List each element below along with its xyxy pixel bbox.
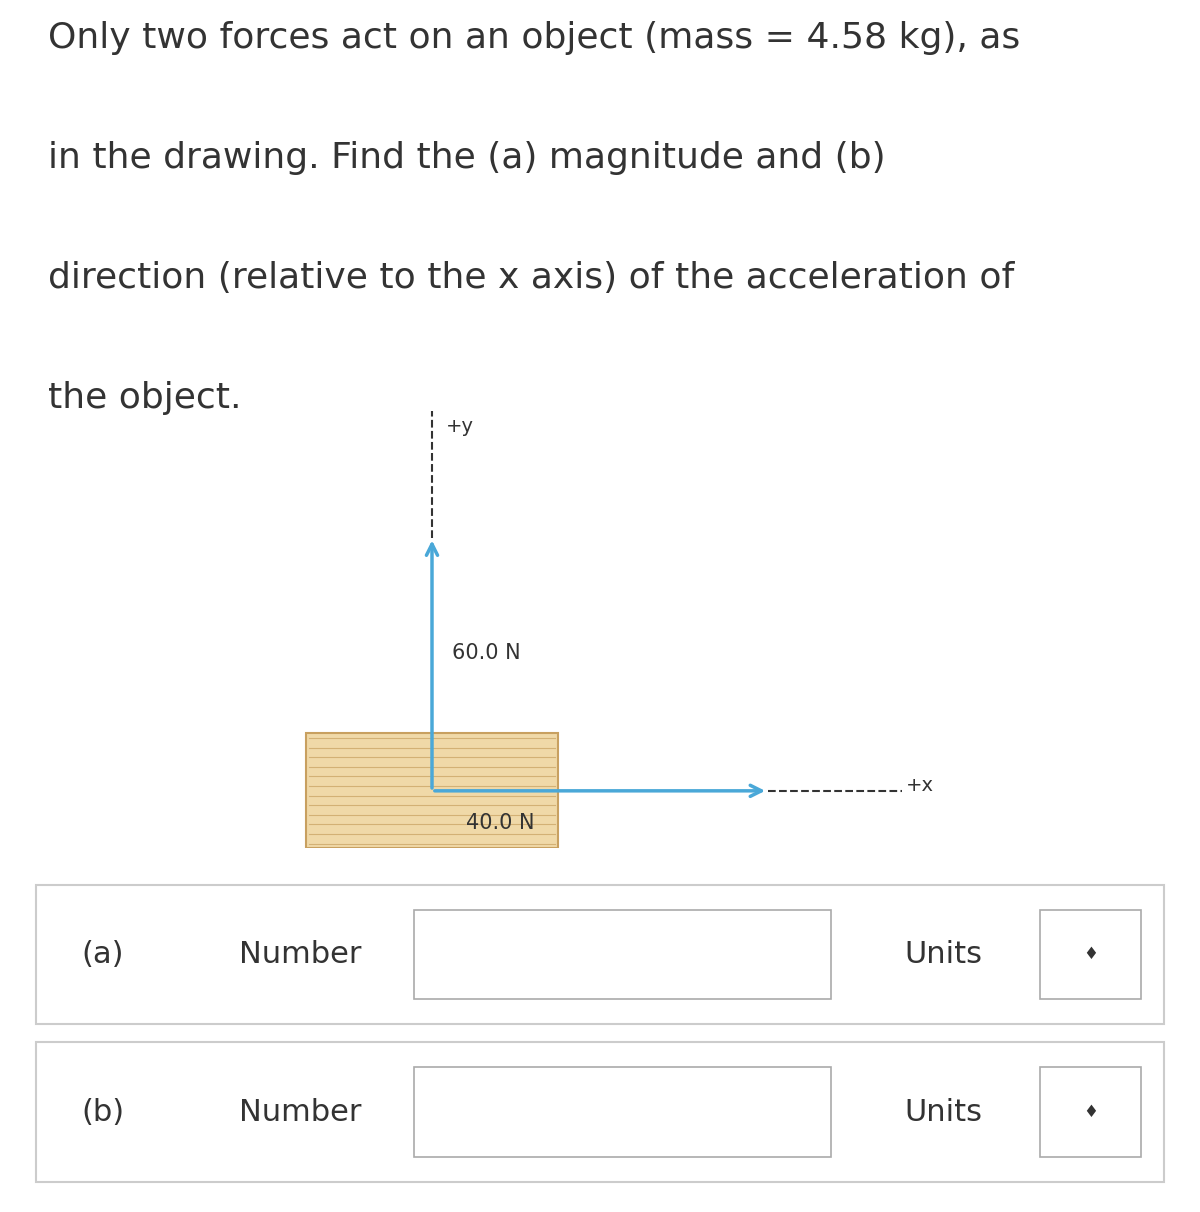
Text: in the drawing. Find the (a) magnitude and (b): in the drawing. Find the (a) magnitude a… [48, 141, 886, 175]
Text: Units: Units [905, 941, 983, 968]
Bar [414, 1068, 832, 1156]
Bar [1040, 910, 1141, 999]
Text: the object.: the object. [48, 381, 241, 415]
Text: direction (relative to the x axis) of the acceleration of: direction (relative to the x axis) of th… [48, 261, 1014, 295]
Text: Number: Number [239, 1098, 361, 1126]
Text: (a): (a) [82, 941, 124, 968]
Text: (b): (b) [82, 1098, 125, 1126]
Text: i: i [448, 941, 458, 968]
Text: ♦: ♦ [1084, 1103, 1098, 1121]
Text: Number: Number [239, 941, 361, 968]
Text: 40.0 N: 40.0 N [466, 813, 534, 833]
Bar [306, 733, 558, 848]
Bar [414, 1068, 493, 1156]
Text: +x: +x [906, 776, 934, 795]
Bar [414, 910, 832, 999]
Text: +y: +y [445, 417, 474, 435]
Text: i: i [448, 1098, 458, 1126]
Text: Units: Units [905, 1098, 983, 1126]
Bar [1040, 1068, 1141, 1156]
Bar [414, 910, 493, 999]
Text: ♦: ♦ [1084, 945, 1098, 964]
Text: Only two forces act on an object (mass = 4.58 kg), as: Only two forces act on an object (mass =… [48, 22, 1020, 56]
Text: 60.0 N: 60.0 N [452, 642, 521, 663]
